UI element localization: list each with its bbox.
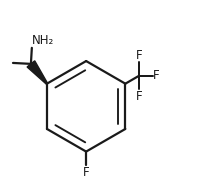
Text: F: F: [153, 69, 160, 82]
Polygon shape: [27, 61, 47, 84]
Text: F: F: [136, 49, 143, 62]
Text: NH₂: NH₂: [32, 34, 54, 47]
Text: F: F: [83, 166, 89, 179]
Text: F: F: [136, 90, 143, 103]
